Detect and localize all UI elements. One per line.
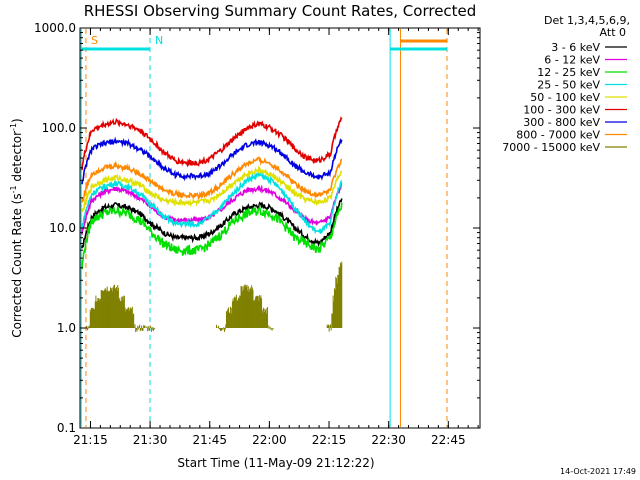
legend-header: Det 1,3,4,5,6,9, <box>544 14 630 27</box>
y-axis-label-unit-a: (s <box>10 193 24 204</box>
series-lines <box>81 116 343 333</box>
series-line-4 <box>81 165 343 213</box>
y-tick-label: 100.0 <box>42 121 76 135</box>
series-line-6 <box>81 136 343 185</box>
y-tick-label: 1.0 <box>57 321 76 335</box>
x-tick-label: 22:30 <box>371 433 406 447</box>
series-line-7 <box>81 156 343 203</box>
x-tick-label: 21:15 <box>73 433 108 447</box>
legend-attenuator: Att 0 <box>600 26 626 39</box>
y-axis-label-exp-b: -1 <box>9 123 18 131</box>
legend-label: 800 - 7000 keV <box>516 129 600 142</box>
x-tick-label: 21:30 <box>133 433 168 447</box>
legend-label: 25 - 50 keV <box>537 79 600 92</box>
timestamp: 14-Oct-2021 17:49 <box>560 467 636 476</box>
legend-label: 300 - 800 keV <box>523 116 600 129</box>
x-tick-label: 21:45 <box>192 433 227 447</box>
legend-label: 3 - 6 keV <box>551 41 600 54</box>
series-line-3 <box>81 170 343 235</box>
x-tick-label: 22:00 <box>252 433 287 447</box>
legend-label: 100 - 300 keV <box>523 104 600 117</box>
y-axis-label-close: ) <box>10 118 24 123</box>
y-axis-label-main: Corrected Count Rate <box>10 204 24 337</box>
series-line-2 <box>81 202 343 270</box>
plot-frame <box>79 27 481 429</box>
series-line-5 <box>81 116 343 171</box>
y-axis-label-exp-a: -1 <box>9 185 18 193</box>
flag-label: S <box>91 34 98 47</box>
x-axis-label: Start Time (11-May-09 21:12:22) <box>177 456 374 470</box>
series-line-0 <box>81 198 343 249</box>
flag-label: N <box>155 34 163 47</box>
y-tick-label: 1000.0 <box>34 21 76 35</box>
legend-label: 12 - 25 keV <box>537 66 600 79</box>
legend-label: 6 - 12 keV <box>544 54 600 67</box>
x-tick-label: 22:45 <box>431 433 466 447</box>
series-7000-15000-kev <box>86 261 343 333</box>
y-axis-label: Corrected Count Rate (s-1 detector-1) <box>9 118 24 337</box>
x-tick-label: 22:15 <box>312 433 347 447</box>
legend-label: 50 - 100 keV <box>530 91 600 104</box>
y-axis-label-unit-b: detector <box>10 131 24 186</box>
y-tick-label: 0.1 <box>57 421 76 435</box>
axes: 0.1 1.0 10.0 100.0 1000.0 21:15 21:30 21:45 22:0… <box>34 21 480 447</box>
y-tick-label: 10.0 <box>49 221 76 235</box>
chart-title: RHESSI Observing Summary Count Rates, Co… <box>84 2 477 20</box>
legend-label: 7000 - 15000 keV <box>502 141 600 154</box>
